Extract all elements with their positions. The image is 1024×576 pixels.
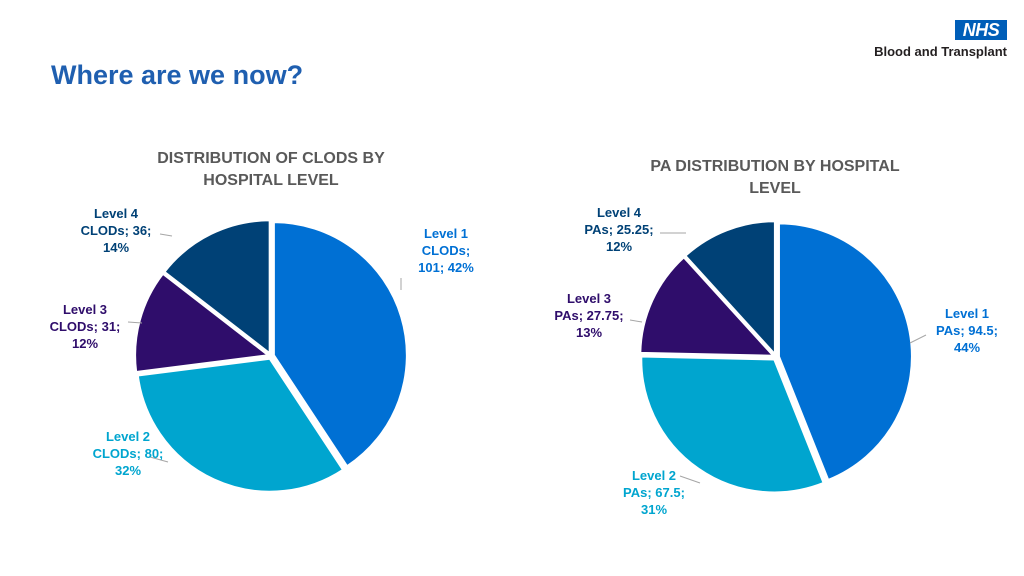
data-label-level-4: Level 4 CLODs; 36; 14% [81,206,152,255]
pie-slice-level-4 [684,220,776,357]
data-label-level-3: Level 3 PAs; 27.75; 13% [554,291,623,340]
chart-title-line: HOSPITAL LEVEL [203,172,339,189]
chart-title-clods: DISTRIBUTION OF CLODS BY HOSPITAL LEVEL [121,148,421,192]
data-label-level-2: Level 2 CLODs; 80; 32% [93,429,164,478]
data-label-level-1: Level 1 CLODs; 101; 42% [418,226,474,275]
leader-line [909,334,927,344]
logo-organisation-name: Blood and Transplant [874,44,1007,59]
page-title: Where are we now? [51,60,304,90]
leader-line [679,475,701,484]
chart-title-line: LEVEL [749,180,801,197]
data-label-level-1: Level 1 PAs; 94.5; 44% [936,306,998,355]
chart-title-pas: PA DISTRIBUTION BY HOSPITAL LEVEL [615,156,935,200]
leader-line [127,321,143,324]
pie-chart-1: Level 1 CLODs; 101; 42% Level 2 CLODs; 80; 32… [50,206,474,493]
pie-chart-2: Level 1 PAs; 94.5; 44% Level 2 PAs; 67.5; 31%… [554,205,998,517]
pie-slice-level-3 [134,272,271,374]
data-label-level-3: Level 3 CLODs; 31; 12% [50,302,121,351]
pie-slice-level-4 [163,219,271,356]
chart-title-line: PA DISTRIBUTION BY HOSPITAL [650,158,900,175]
leader-line [149,456,169,463]
leader-line [629,319,643,323]
nhs-logo-mark: NHS [955,20,1007,40]
pie-slice-level-1 [777,222,913,482]
leader-line [159,233,173,237]
pie-slice-level-2 [640,355,825,494]
chart-title-line: DISTRIBUTION OF CLODS BY [157,150,385,167]
pie-slice-level-1 [272,221,408,468]
nhs-blood-and-transplant-logo: NHS Blood and Transplant [862,20,1007,64]
pie-slice-level-2 [136,357,345,493]
pie-slice-level-3 [639,255,776,357]
data-label-level-4: Level 4 PAs; 25.25; 12% [584,205,653,254]
data-label-level-2: Level 2 PAs; 67.5; 31% [623,468,685,517]
